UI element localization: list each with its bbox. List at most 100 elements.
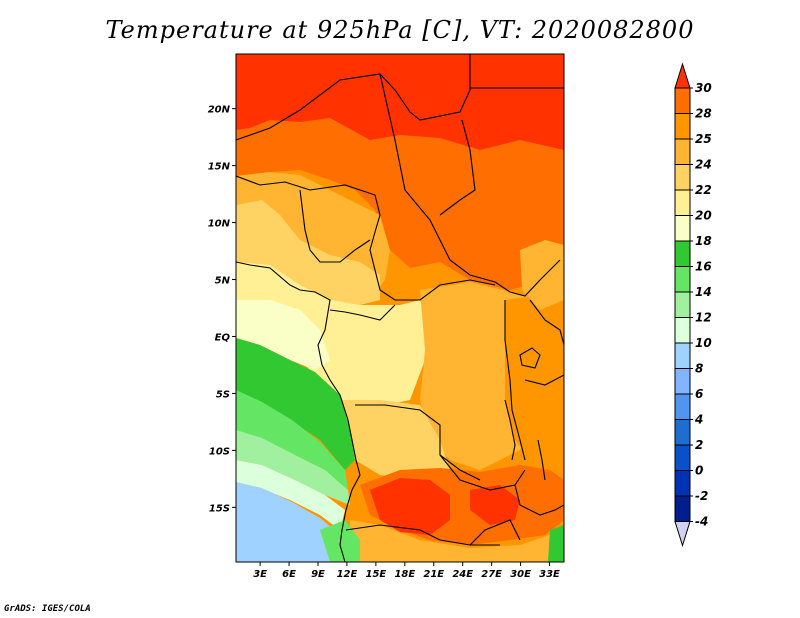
- field-band-16: [236, 338, 355, 470]
- colorbar-segment: [674, 215, 691, 242]
- colorbar-segment: [674, 419, 691, 446]
- border-west-nations: [236, 175, 381, 251]
- lon-tick-label: 30E: [510, 569, 531, 580]
- colorbar-label: 6: [695, 387, 703, 401]
- border-kenya: [529, 299, 564, 346]
- field-band-24-south: [350, 520, 564, 562]
- border-sudan-east: [439, 119, 476, 216]
- lat-tick-label: 15N: [208, 162, 231, 173]
- colorbar-label: 16: [695, 260, 712, 274]
- border-drc-angola: [355, 404, 481, 481]
- colorbar-segment: [674, 470, 691, 497]
- colorbar-segment: [674, 444, 691, 471]
- lat-tick-label: 10N: [208, 219, 231, 230]
- chart-title: Temperature at 925hPa [C], VT: 202008280…: [105, 16, 695, 44]
- colorbar-segment: [674, 266, 691, 293]
- credit-label: GrADS: IGES/COLA: [4, 604, 91, 614]
- lon-tick-label: 15E: [366, 569, 387, 580]
- field-band-28-north: [440, 155, 540, 240]
- colorbar-segment: [674, 342, 691, 369]
- border-drc-east: [504, 300, 526, 461]
- border-sahara: [236, 54, 471, 141]
- field-band-8: [236, 482, 345, 562]
- lon-tick-label: 6E: [282, 569, 296, 580]
- field-band-30-southeast: [470, 485, 520, 525]
- colorbar-label: 28: [695, 107, 712, 121]
- border-mozambique: [514, 484, 564, 516]
- lat-tick-label: 15S: [209, 503, 230, 514]
- colorbar-segment: [674, 240, 691, 267]
- lon-tick-label: 12E: [337, 569, 358, 580]
- colorbar-label: 30: [695, 81, 712, 95]
- field-band-18: [236, 300, 330, 370]
- colorbar-label: 8: [695, 362, 703, 376]
- colorbar-segment: [674, 291, 691, 318]
- border-zambia: [439, 454, 526, 491]
- colorbar-label: 20: [695, 209, 712, 223]
- lon-tick-label: 24E: [452, 569, 473, 580]
- colorbar-label: 22: [695, 183, 712, 197]
- lat-tick-label: 10S: [209, 446, 230, 457]
- colorbar-bottom-arrow: [674, 521, 691, 548]
- colorbar-label: 14: [695, 285, 712, 299]
- colorbar-segment: [674, 317, 691, 344]
- lat-tick-label: 20N: [208, 105, 231, 116]
- colorbar-label: 25: [695, 132, 712, 146]
- field-band-14: [236, 390, 348, 490]
- field-band-24-highlands: [520, 240, 564, 310]
- field-band-30-south: [370, 478, 450, 535]
- lon-tick-label: 3E: [253, 569, 267, 580]
- coastline-west: [236, 261, 361, 562]
- border-ssudan: [494, 259, 561, 297]
- field-band-10: [236, 460, 345, 530]
- colorbar-label: 0: [695, 464, 703, 478]
- lake-malawi: [537, 439, 546, 481]
- colorbar-segment: [674, 368, 691, 395]
- lat-tick-label: 5N: [215, 276, 231, 287]
- field-band-22-south: [340, 400, 450, 480]
- map-frame: [235, 53, 565, 563]
- border-zimbabwe: [469, 519, 521, 546]
- country-borders: [236, 54, 564, 562]
- temperature-field: [236, 54, 564, 562]
- border-tanzania: [524, 374, 564, 386]
- colorbar-label: 12: [695, 311, 712, 325]
- colorbar-segment: [674, 113, 691, 140]
- lon-tick-label: 21E: [423, 569, 444, 580]
- colorbar-segment: [674, 393, 691, 420]
- border-libya-chad: [379, 73, 406, 191]
- lat-tick-label: 5S: [216, 389, 230, 400]
- field-band-30: [236, 54, 564, 150]
- border-car-congo: [369, 249, 496, 301]
- colorbar-label: -2: [695, 489, 708, 503]
- colorbar-segment: [674, 87, 691, 114]
- field-band-16-east: [548, 525, 564, 562]
- border-angola-namibia: [345, 524, 500, 546]
- colorbar-label: 4: [694, 413, 703, 427]
- colorbar-label: 24: [695, 158, 712, 172]
- longitude-axis: 3E 6E 9E 12E 15E 18E 21E 24E 27E 30E 33E: [253, 562, 560, 580]
- lat-tick-label: EQ: [215, 332, 231, 343]
- lake-tanganyika: [504, 399, 516, 461]
- colorbar-label: 18: [695, 234, 712, 248]
- lon-tick-label: 18E: [394, 569, 415, 580]
- field-band-20: [236, 262, 430, 410]
- border-gabon-congo: [329, 304, 396, 321]
- border-chad-car: [404, 189, 496, 283]
- lake-victoria: [519, 347, 541, 369]
- colorbar-label: 10: [695, 336, 712, 350]
- lon-tick-label: 27E: [481, 569, 502, 580]
- lon-tick-label: 9E: [311, 569, 325, 580]
- colorbar-top-arrow: [674, 62, 691, 89]
- colorbar-label: -4: [695, 515, 708, 529]
- colorbar-segment: [674, 495, 691, 522]
- border-nigeria: [299, 189, 371, 263]
- colorbar-segment: [674, 138, 691, 165]
- colorbar-label: 2: [695, 438, 703, 452]
- latitude-axis: 20N 15N 10N 5N EQ 5S 10S 15S: [208, 105, 236, 514]
- lon-tick-label: 33E: [539, 569, 560, 580]
- colorbar-segment: [674, 189, 691, 216]
- colorbar-segment: [674, 164, 691, 191]
